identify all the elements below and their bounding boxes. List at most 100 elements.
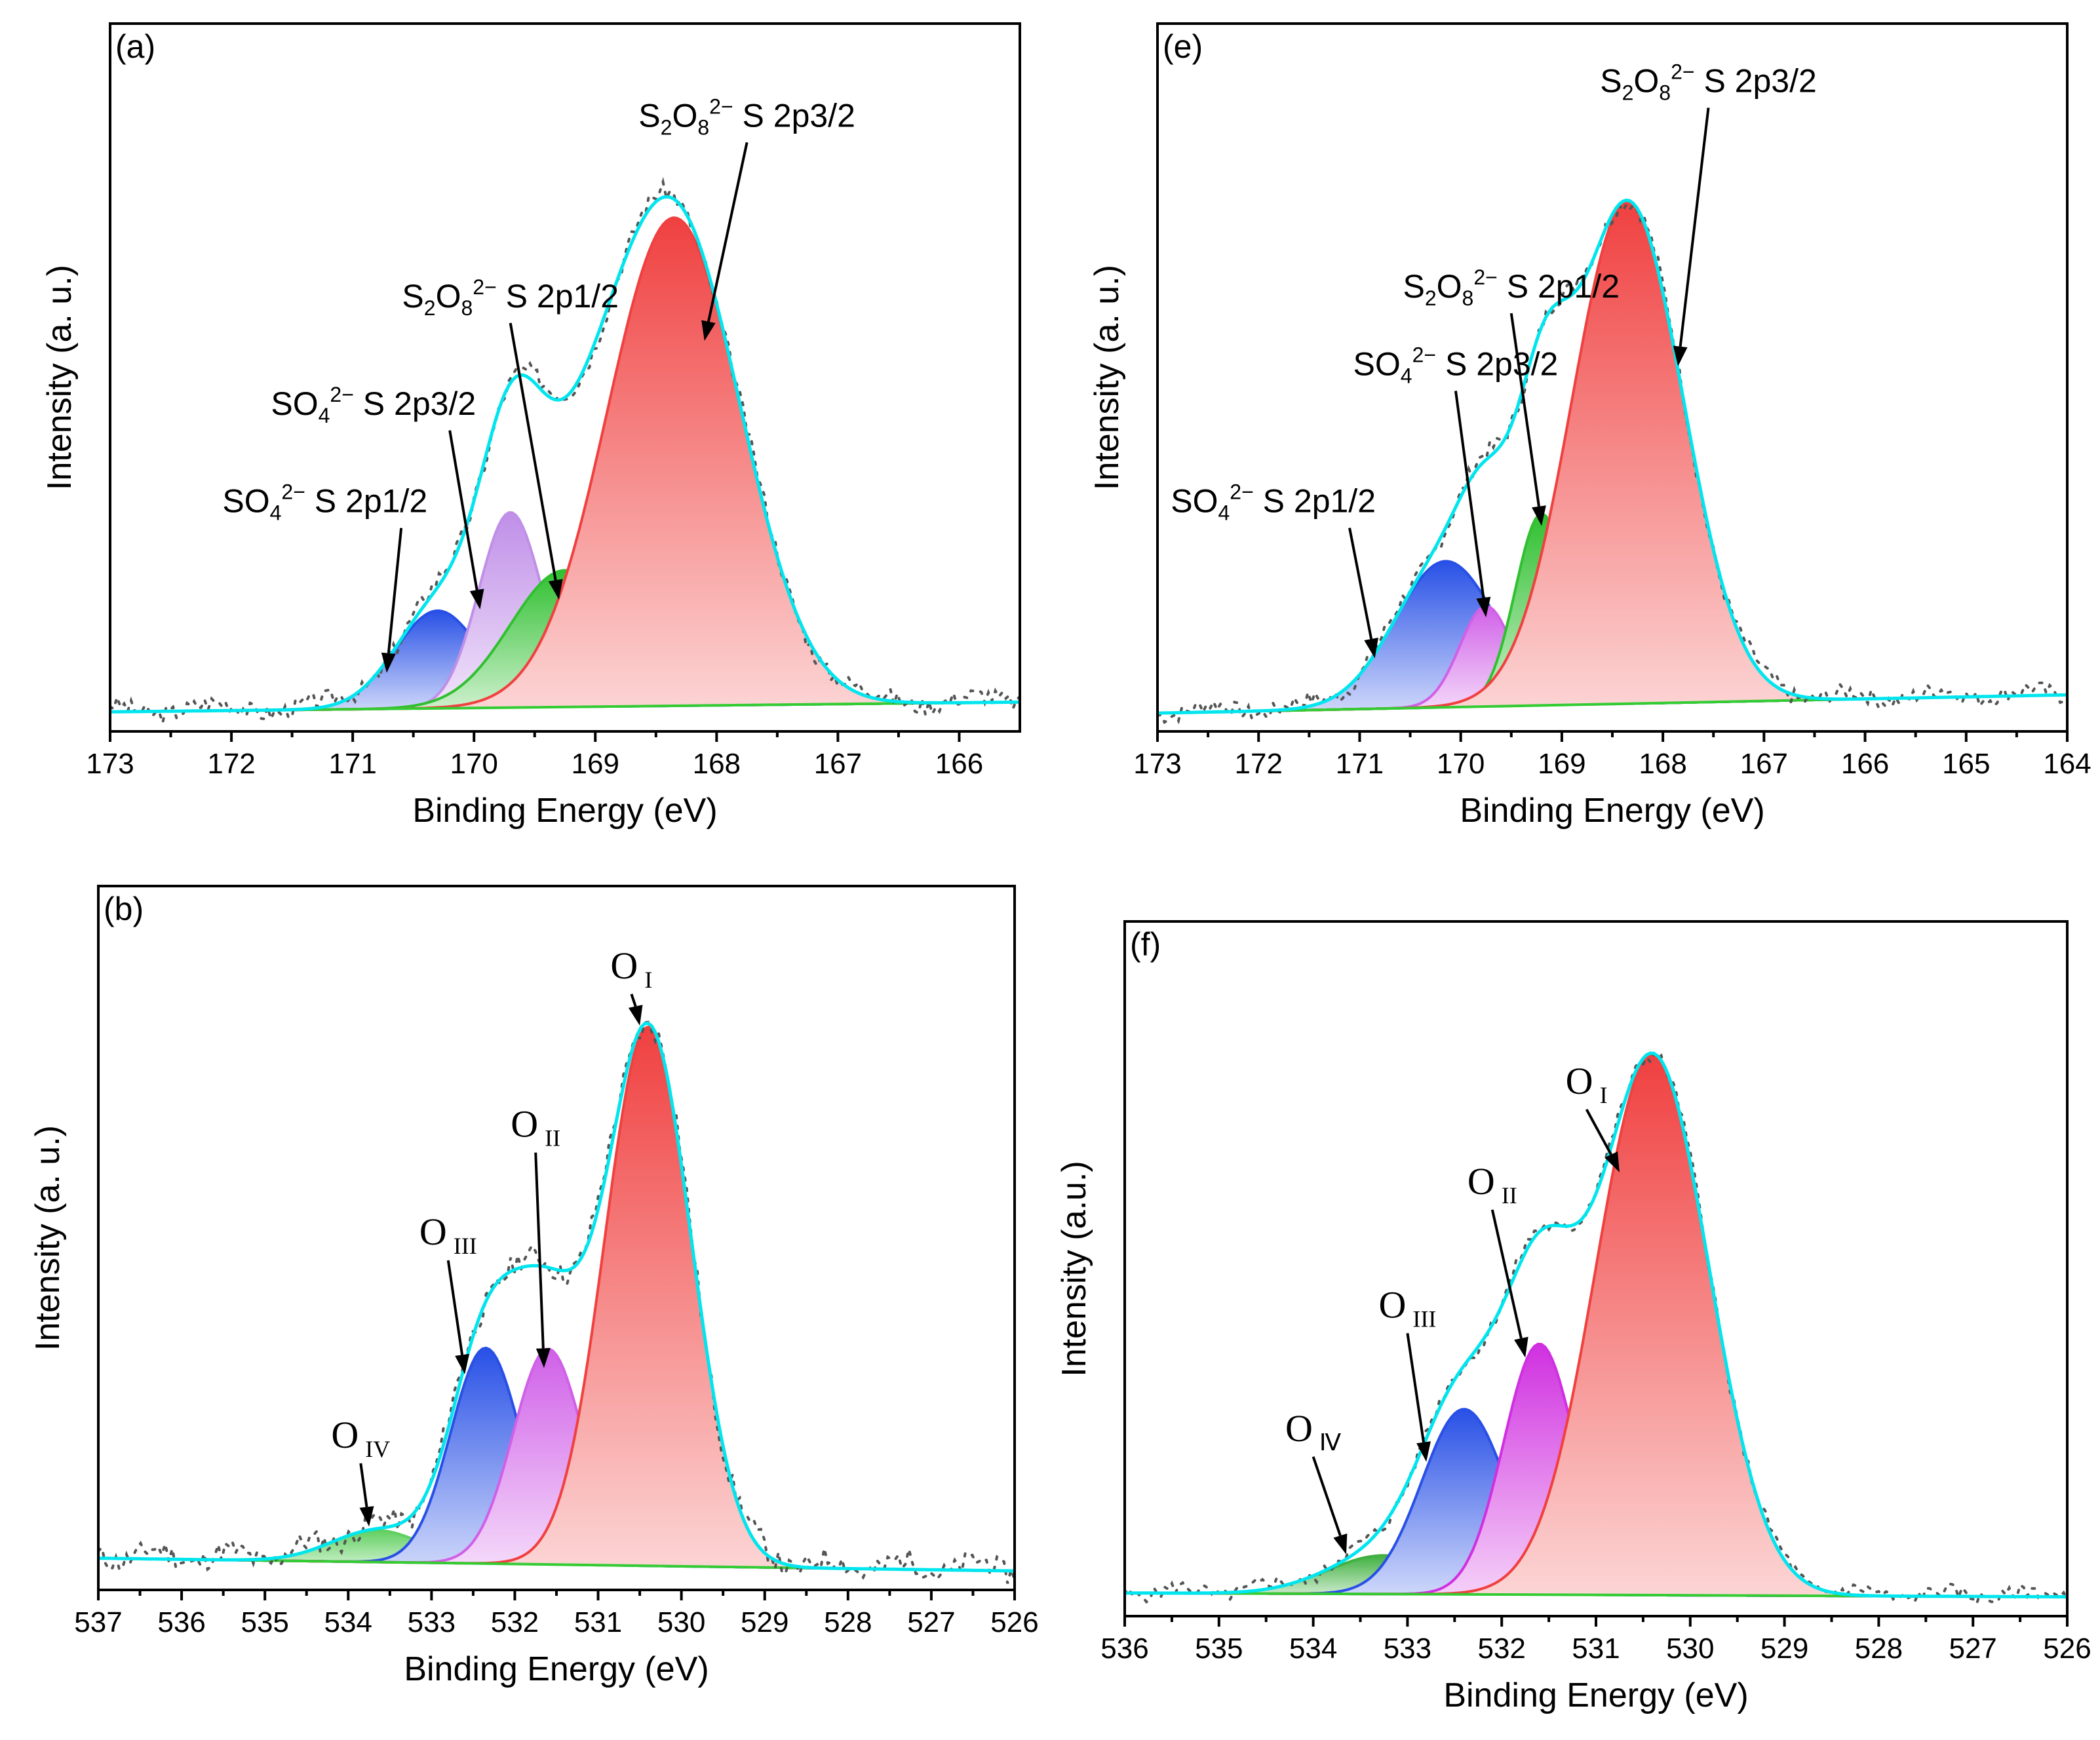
x-tick-label: 528 — [824, 1606, 872, 1638]
x-tick-label: 165 — [1942, 748, 1990, 780]
envelope-line — [1157, 198, 2067, 715]
envelope-line — [98, 1021, 1015, 1573]
x-tick-label: 168 — [693, 748, 741, 780]
y-axis-title: Intensity (a.u.) — [1055, 1161, 1093, 1376]
peak-area-3 — [110, 218, 1020, 712]
x-tick-label: 529 — [741, 1606, 788, 1638]
raw-data-line — [1157, 202, 2067, 725]
x-axis-title: Binding Energy (eV) — [1443, 1676, 1748, 1714]
peak-area-3 — [1157, 201, 2067, 714]
x-tick-label: 170 — [450, 748, 497, 780]
annotation-arrowhead — [1476, 596, 1491, 617]
peak-annotation: S2O82− S 2p1/2 — [402, 275, 619, 320]
plot-area — [1125, 1051, 2067, 1607]
annotation-arrowhead — [1416, 1441, 1431, 1462]
peak-annotation: O III — [419, 1210, 477, 1259]
peak-annotation: O III — [1378, 1283, 1436, 1332]
annotation-arrow — [448, 430, 478, 590]
annotation-arrow — [387, 528, 403, 653]
annotation-arrowhead — [1604, 1151, 1620, 1172]
peak-annotation: O II — [1468, 1160, 1517, 1208]
x-tick-label: 535 — [1195, 1633, 1243, 1665]
panel-b: 537 536 535 534 533 532 531 530 529 528 527 526 Bind… — [29, 885, 1039, 1688]
annotation-arrowhead — [535, 1347, 551, 1368]
annotation-arrowhead — [1673, 345, 1688, 366]
envelope-line — [1125, 1051, 2067, 1599]
peak-annotation: O IV — [331, 1414, 390, 1462]
x-tick-label: 533 — [408, 1606, 456, 1638]
annotation-arrowhead — [381, 652, 396, 673]
x-tick-label: 526 — [990, 1606, 1038, 1638]
plot-area — [1157, 198, 2067, 725]
panel-label: (a) — [115, 28, 155, 65]
y-axis-title: Intensity (a. u.) — [29, 1125, 67, 1351]
annotation-arrow — [534, 1152, 545, 1349]
annotation-arrowhead — [469, 589, 484, 609]
annotation-arrowhead — [455, 1353, 469, 1375]
peak-annotation: S2O82− S 2p1/2 — [1403, 265, 1620, 310]
x-tick-label: 166 — [935, 748, 983, 780]
x-tick-label: 527 — [1949, 1633, 1996, 1665]
x-tick-label: 168 — [1639, 748, 1686, 780]
x-tick-label: 537 — [74, 1606, 122, 1638]
panel-f: 536 535 534 533 532 531 530 529 528 527 526 Binding… — [1055, 920, 2091, 1714]
annotation-arrowhead — [628, 1005, 643, 1026]
x-tick-label: 171 — [1336, 748, 1384, 780]
annotation-arrow — [630, 994, 637, 1007]
annotation-arrowhead — [548, 579, 563, 600]
x-tick-label: 536 — [1100, 1633, 1148, 1665]
panel-label: (b) — [104, 891, 144, 927]
annotation-arrowhead — [1364, 638, 1378, 659]
panel-e: 173 172 171 170 169 168 167 166 165 164 Binding En… — [1088, 22, 2091, 830]
plot-area — [110, 176, 1020, 728]
annotation-arrow — [1312, 1456, 1342, 1536]
x-tick-label: 170 — [1437, 748, 1485, 780]
x-tick-label: 536 — [157, 1606, 205, 1638]
y-axis-title: Intensity (a. u.) — [41, 265, 79, 490]
envelope-line — [110, 195, 1020, 714]
annotation-arrow — [1406, 1333, 1425, 1443]
peak-annotation: S2O82− S 2p3/2 — [638, 94, 855, 139]
x-tick-label: 532 — [1477, 1633, 1525, 1665]
annotation-arrowhead — [701, 320, 716, 341]
peak-area-2 — [98, 1349, 1015, 1571]
x-tick-label: 533 — [1384, 1633, 1431, 1665]
x-tick-label: 167 — [814, 748, 862, 780]
x-tick-label: 534 — [324, 1606, 372, 1638]
annotation-arrow — [1454, 391, 1485, 598]
peak-annotation: SO42− S 2p3/2 — [1353, 343, 1559, 387]
annotation-arrow — [446, 1260, 464, 1355]
x-tick-label: 169 — [1538, 748, 1585, 780]
panel-label: (f) — [1130, 926, 1161, 963]
x-tick-label: 526 — [2043, 1633, 2091, 1665]
x-tick-label: 166 — [1841, 748, 1889, 780]
peak-annotation: SO42− S 2p3/2 — [271, 383, 476, 427]
peak-annotation: O II — [511, 1103, 560, 1151]
x-tick-label: 535 — [241, 1606, 288, 1638]
x-tick-label: 171 — [328, 748, 376, 780]
plot-frame — [109, 22, 1021, 733]
peak-area-0 — [1157, 561, 2067, 714]
annotation-arrow — [509, 322, 557, 581]
x-axis-title: Binding Energy (eV) — [1460, 792, 1764, 830]
annotation-arrow — [1679, 107, 1710, 347]
peak-area-3 — [1125, 1054, 2067, 1597]
x-tick-label: 532 — [491, 1606, 539, 1638]
x-tick-label: 164 — [2043, 748, 2091, 780]
peak-annotation: SO42− S 2p1/2 — [1171, 480, 1376, 524]
x-tick-label: 528 — [1855, 1633, 1903, 1665]
x-tick-label: 534 — [1289, 1633, 1337, 1665]
x-axis-title: Binding Energy (eV) — [412, 792, 717, 830]
annotation-arrow — [1490, 1209, 1523, 1339]
panel-a: 173 172 171 170 169 168 167 166 Binding Energy (… — [41, 22, 1021, 830]
annotation-arrow — [1585, 1108, 1612, 1155]
annotation-arrow — [1348, 528, 1373, 640]
x-tick-label: 527 — [907, 1606, 955, 1638]
annotation-arrowhead — [359, 1506, 374, 1527]
annotation-arrowhead — [1333, 1533, 1348, 1555]
x-tick-label: 530 — [1666, 1633, 1714, 1665]
